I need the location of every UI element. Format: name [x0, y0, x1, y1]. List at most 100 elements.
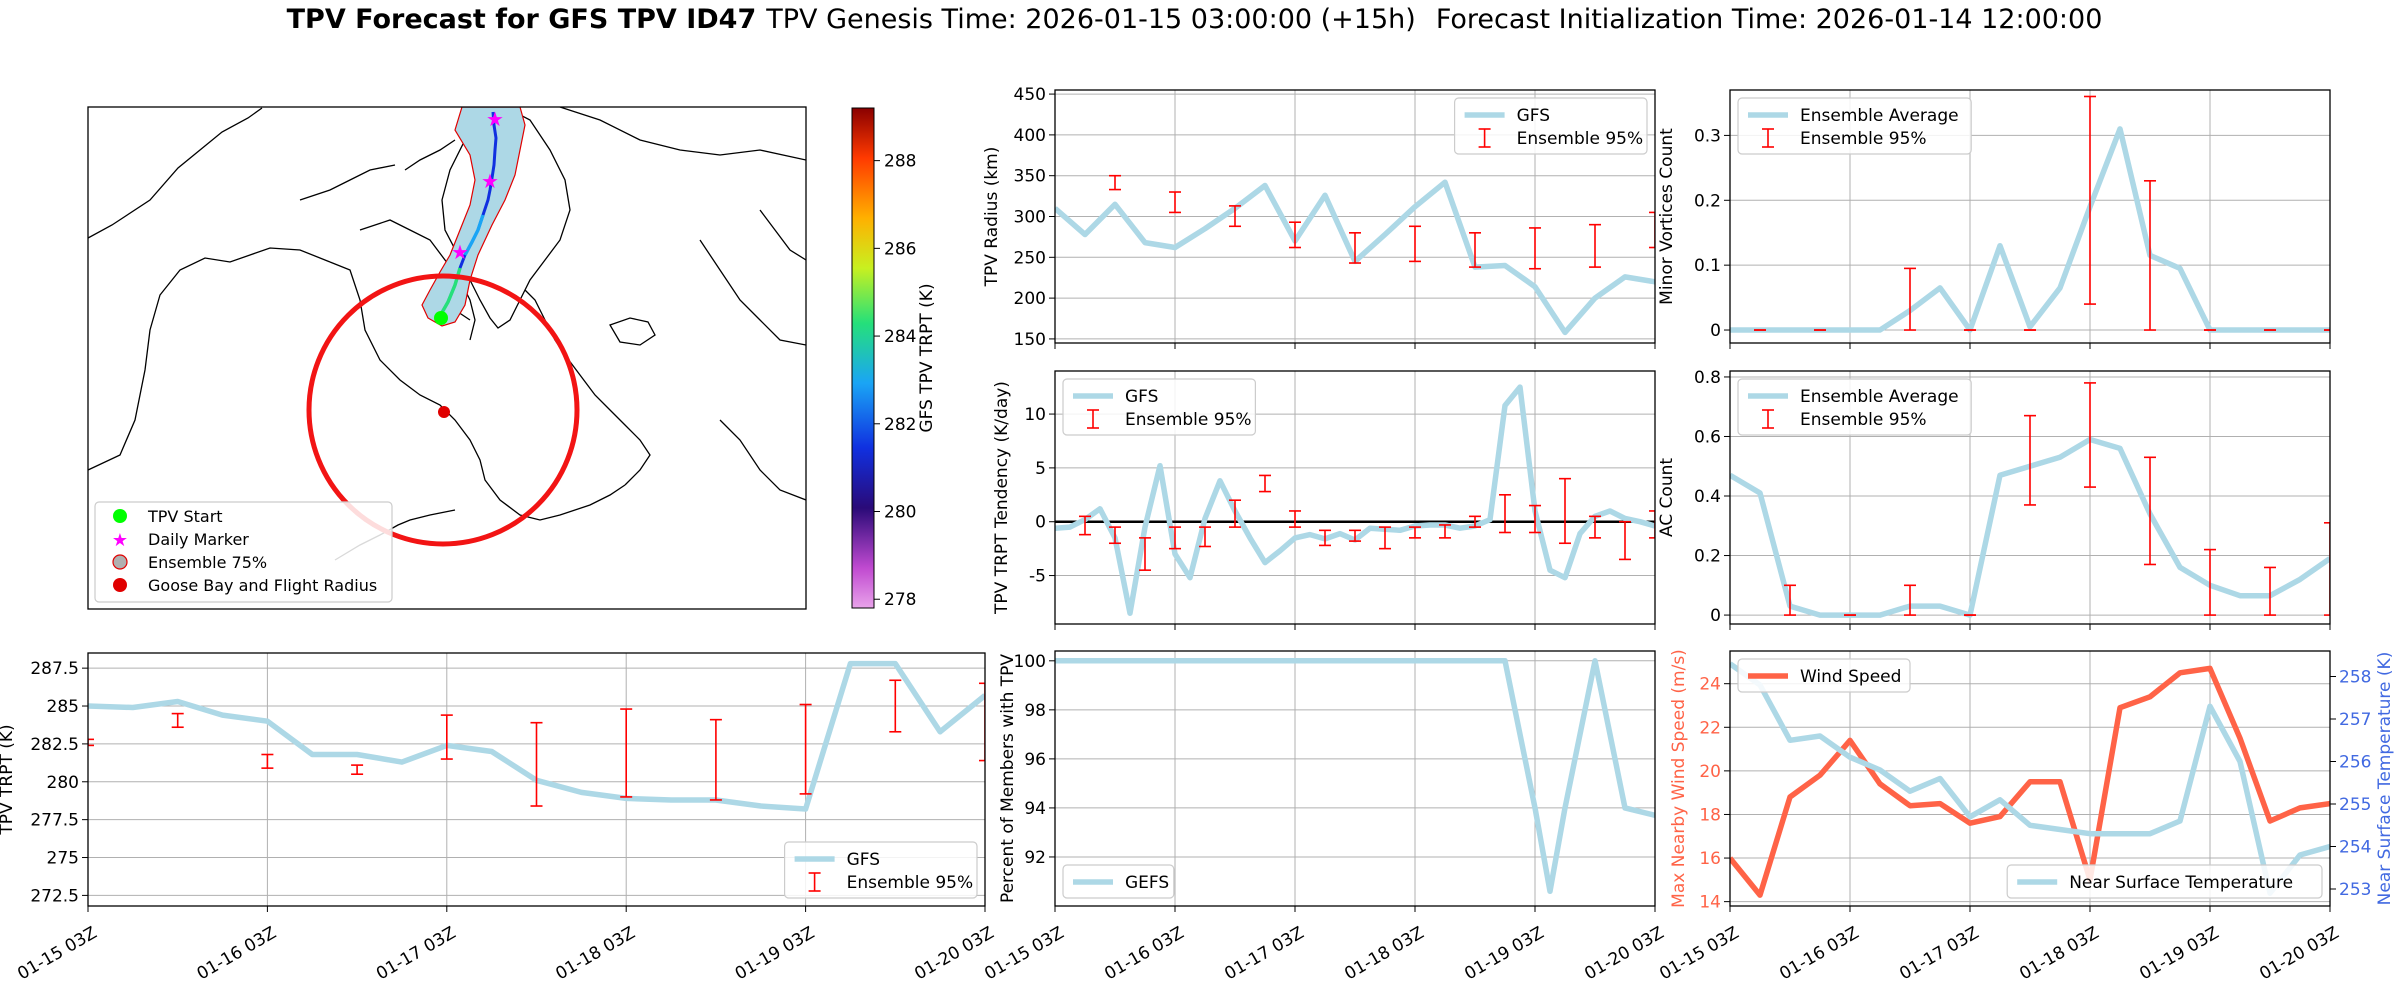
coastline-iceland [609, 317, 656, 346]
legend-label: Ensemble 95% [1125, 410, 1252, 430]
legend-label: Ensemble Average [1800, 106, 1959, 126]
legend: Ensemble Average Ensemble 95% [1737, 378, 1972, 436]
x-tick-label: 01-20 03Z [2256, 923, 2342, 982]
legend-frame [1453, 97, 1648, 155]
legend-label: GFS [1125, 387, 1158, 407]
legend-frame [1737, 378, 1972, 436]
legend: GFS Ensemble 95% [1453, 97, 1648, 155]
errorbar [1139, 537, 1151, 571]
y-tick-label: 250 [1014, 248, 1046, 268]
y-tick-label: 18 [1699, 805, 1721, 825]
coastline-arctic-islands [299, 139, 476, 341]
x-tick-label: 01-16 03Z [194, 923, 280, 982]
errorbar [1469, 232, 1481, 268]
legend-label: Wind Speed [1800, 667, 1901, 687]
errorbar [261, 753, 274, 769]
errorbar [1199, 526, 1211, 548]
x-tick-label: 01-16 03Z [1101, 923, 1187, 982]
legend: GEFS [1062, 864, 1175, 899]
legend-frame [1062, 378, 1256, 436]
title-init: Forecast Initialization Time: 2026-01-14… [1435, 4, 2103, 35]
errorbar [1499, 494, 1511, 534]
legend-frame [1737, 97, 1972, 155]
errorbar [351, 764, 364, 775]
errorbar [171, 712, 184, 729]
title-main: TPV Forecast for GFS TPV ID47 [286, 4, 757, 35]
legend: GFS Ensemble 95% [1062, 378, 1256, 436]
y-tick-label: 14 [1699, 893, 1721, 913]
legend-label: Near Surface Temperature [2069, 873, 2293, 893]
x-tick-label: 01-17 03Z [1221, 923, 1307, 982]
y-tick-label: 10 [1024, 405, 1046, 425]
y-tick-label: 280 [47, 773, 79, 793]
colorbar: 278 280 282 284 286 288 GFS TPV TRPT (K) [851, 107, 937, 610]
y-tick-label: 0 [1710, 321, 1721, 341]
goose-bay-marker [438, 406, 450, 418]
y-tick-label: 0 [1710, 606, 1721, 626]
legend-label: GEFS [1125, 873, 1169, 893]
errorbar [1409, 225, 1421, 263]
legend-label: GFS [847, 850, 880, 870]
colorbar-tick-label: 282 [884, 415, 916, 435]
legend-frame [783, 841, 978, 899]
daily-marker-1: ★ [451, 240, 469, 264]
y2-tick-label: 258 [2339, 668, 2371, 688]
chart-trpt: 272.5 275 277.5 280 282.5 285 287.5 TPV TRPT (K… [0, 652, 998, 982]
y-tick-label: 150 [1014, 330, 1046, 350]
x-tick-label: 01-15 03Z [1656, 923, 1742, 982]
legend-frame [1062, 864, 1175, 899]
chart-minor: 0 0.1 0.2 0.3 Minor Vortices Count Ensemble A… [1657, 89, 2331, 349]
y-tick-label: 0.6 [1694, 427, 1721, 447]
map-frame [87, 106, 807, 610]
legend: Ensemble Average Ensemble 95% [1737, 97, 1972, 155]
y2-tick-label: 257 [2339, 710, 2371, 730]
errorbar [2324, 521, 2330, 616]
y-tick-label: 277.5 [30, 811, 79, 831]
legend-swatch-errorbar [1087, 409, 1099, 429]
daily-marker-2: ★ [481, 169, 499, 193]
daily-marker-3: ★ [486, 107, 504, 131]
chart-radius: 150 200 250 300 350 400 450 TPV Radius (km) GFS E… [982, 85, 1656, 350]
colorbar-tick-label: 284 [884, 327, 916, 347]
errorbar [2084, 382, 2096, 488]
y-axis-label: AC Count [1657, 458, 1677, 537]
y-tick-label: 94 [1024, 799, 1046, 819]
errorbar [88, 738, 94, 747]
errorbar [1259, 474, 1271, 493]
errorbar [1619, 520, 1631, 561]
y-tick-label: -5 [1029, 567, 1046, 587]
x-tick-label: 01-18 03Z [2016, 923, 2102, 982]
coastline-alaska [88, 247, 331, 471]
errorbar [1784, 584, 1796, 616]
errorbar [1409, 526, 1421, 539]
errorbar [1349, 529, 1361, 542]
y-tick-label: 0.8 [1694, 368, 1721, 388]
errorbar [1349, 232, 1361, 264]
y-tick-label: 100 [1014, 652, 1046, 672]
y-axis-label: TPV Radius (km) [982, 147, 1002, 288]
axes-frame [87, 652, 986, 907]
y-tick-label: 16 [1699, 849, 1721, 869]
errorbar [530, 721, 543, 807]
y-tick-label: 275 [47, 849, 79, 869]
y-axis-label: Percent of Members with TPV [998, 654, 1018, 903]
axes-frame [1729, 89, 2331, 344]
x-tick-label: 01-15 03Z [981, 923, 1067, 982]
colorbar-gradient [851, 107, 875, 609]
errorbar [2204, 548, 2216, 616]
errorbar [1169, 526, 1181, 550]
y2-axis-label: Near Surface Temperature (K) [2375, 652, 2395, 906]
errorbar [1649, 211, 1655, 249]
ensemble-75-region [421, 107, 526, 327]
errorbar [1379, 526, 1391, 550]
plot-area [1730, 382, 2330, 618]
legend-swatch-errorbar [1762, 409, 1774, 429]
chart-tendency: -5 0 5 10 TPV TRPT Tendency (K/day) GFS Ensemb… [992, 370, 1656, 630]
axes-frame [1054, 370, 1656, 625]
y2-tick-label: 253 [2339, 880, 2371, 900]
x-tick-label: 01-16 03Z [1776, 923, 1862, 982]
errorbar [1289, 510, 1301, 528]
